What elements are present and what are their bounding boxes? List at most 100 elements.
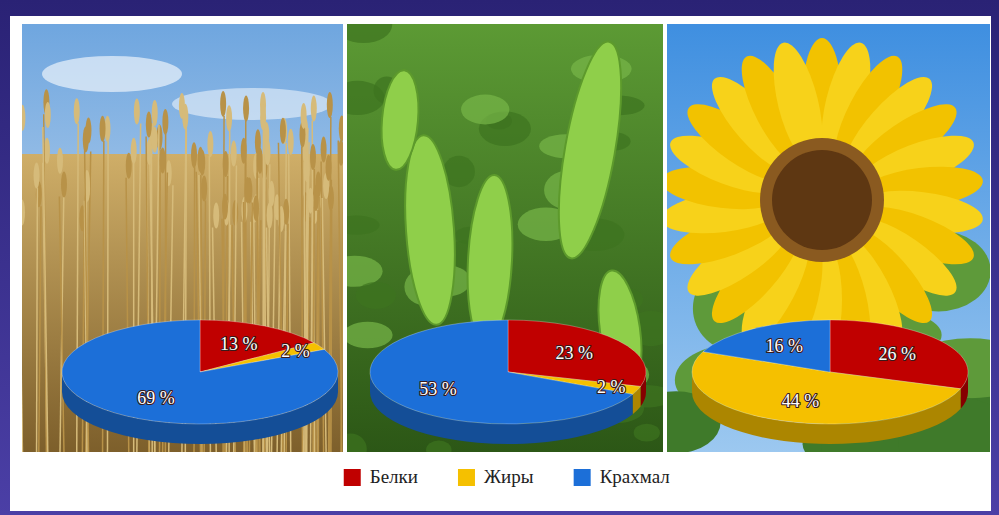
pie-labels: 23 %2 % 53 % bbox=[419, 343, 625, 398]
ear bbox=[126, 153, 132, 179]
foliage bbox=[347, 24, 663, 452]
flower-center bbox=[772, 150, 872, 250]
ear bbox=[152, 127, 158, 153]
ear bbox=[301, 103, 307, 129]
ear bbox=[269, 181, 275, 207]
leaf bbox=[356, 282, 396, 309]
frame bbox=[10, 16, 991, 511]
cloud bbox=[42, 56, 182, 92]
ear bbox=[226, 105, 232, 131]
legend-label: Жиры bbox=[484, 466, 534, 487]
stalk bbox=[43, 127, 48, 452]
ear bbox=[22, 105, 25, 131]
ear bbox=[146, 112, 152, 138]
legend-swatch bbox=[574, 469, 591, 486]
page-background bbox=[0, 0, 999, 515]
pea-pod bbox=[546, 37, 633, 262]
ear bbox=[288, 129, 294, 155]
pie-slice bbox=[370, 320, 633, 424]
ear bbox=[198, 147, 204, 173]
ear bbox=[339, 115, 343, 141]
legend-label: Белки bbox=[370, 466, 418, 487]
ear bbox=[131, 138, 137, 164]
ear bbox=[338, 140, 343, 166]
pie-chart bbox=[62, 320, 338, 444]
ear bbox=[34, 163, 40, 189]
legend-swatch bbox=[458, 469, 475, 486]
ear bbox=[191, 142, 197, 168]
sky bbox=[22, 24, 343, 452]
ear bbox=[311, 96, 317, 122]
ear bbox=[85, 118, 91, 144]
pie-tops bbox=[370, 320, 646, 424]
data-label: 2 % bbox=[281, 341, 310, 361]
ear bbox=[22, 199, 25, 225]
data-label: 26 % bbox=[879, 344, 917, 364]
ear bbox=[160, 147, 166, 173]
pie-chart bbox=[692, 320, 968, 444]
leaf bbox=[347, 215, 380, 234]
ear bbox=[134, 99, 140, 125]
ear bbox=[231, 141, 237, 167]
stalk bbox=[60, 173, 64, 452]
chart-root: 13 %2 %69 %23 %2 %53 %26 %44 %16 %БелкиЖ… bbox=[0, 0, 999, 515]
ear bbox=[162, 109, 168, 135]
ear bbox=[182, 104, 188, 130]
ear bbox=[222, 194, 228, 220]
ear bbox=[100, 116, 106, 142]
data-label: 16 % bbox=[766, 336, 804, 356]
pie-labels: 13 % 2 % 69 % bbox=[137, 334, 310, 408]
pie-slice bbox=[62, 320, 338, 424]
pie-tops bbox=[692, 320, 968, 424]
leaf bbox=[347, 322, 393, 348]
cloud bbox=[172, 88, 332, 120]
stalk bbox=[22, 130, 23, 452]
ear bbox=[310, 144, 316, 170]
ear bbox=[207, 131, 213, 157]
stalk bbox=[36, 188, 38, 452]
stalk bbox=[59, 197, 64, 452]
data-label: 23 % bbox=[555, 343, 593, 363]
data-label: 53 % bbox=[419, 379, 457, 399]
ear bbox=[44, 138, 50, 164]
data-label: 44 % bbox=[782, 391, 820, 411]
ear bbox=[255, 129, 261, 155]
data-label: 2 % bbox=[597, 377, 626, 397]
leaf bbox=[461, 95, 509, 125]
legend-swatch bbox=[344, 469, 361, 486]
stalk bbox=[329, 180, 332, 452]
data-label: 69 % bbox=[137, 388, 175, 408]
ear bbox=[220, 91, 226, 117]
field bbox=[22, 154, 343, 452]
legend-label: Крахмал bbox=[600, 466, 671, 487]
leaf bbox=[347, 433, 367, 452]
data-label: 13 % bbox=[220, 334, 258, 354]
leaf bbox=[347, 24, 392, 43]
ear bbox=[45, 102, 51, 128]
ear bbox=[213, 202, 219, 228]
leaf bbox=[426, 441, 451, 452]
ear bbox=[280, 118, 286, 144]
ear bbox=[326, 155, 332, 181]
stalk bbox=[341, 165, 343, 452]
pie-chart bbox=[370, 320, 646, 444]
pie-labels: 26 % 44 % 16 % bbox=[766, 336, 917, 411]
pea-pod bbox=[378, 69, 423, 172]
ear bbox=[201, 176, 207, 202]
stalk bbox=[39, 206, 41, 452]
pea-pod bbox=[399, 134, 460, 327]
ear bbox=[74, 98, 80, 124]
ear bbox=[152, 100, 158, 126]
ear bbox=[57, 148, 63, 174]
ear bbox=[260, 104, 266, 130]
legend: Белки Жиры Крахмал bbox=[344, 466, 671, 487]
ear bbox=[243, 95, 249, 121]
ear bbox=[241, 138, 247, 164]
ear bbox=[61, 172, 67, 198]
flower-ring bbox=[760, 138, 884, 262]
ear bbox=[313, 185, 319, 211]
photo-wheat bbox=[22, 24, 343, 452]
photo-peas bbox=[347, 24, 663, 452]
ear bbox=[308, 188, 314, 214]
pie-slice bbox=[703, 320, 830, 372]
